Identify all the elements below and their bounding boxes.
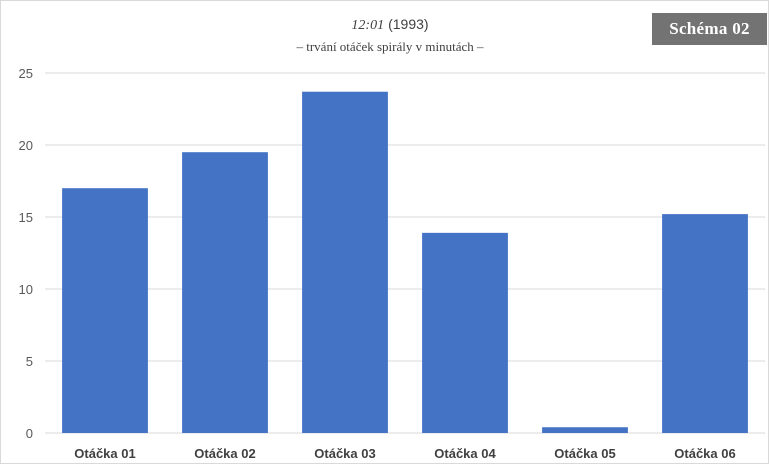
bar [302, 91, 388, 433]
x-category-label: Otáčka 04 [434, 446, 496, 461]
x-category-label: Otáčka 01 [74, 446, 135, 461]
gridlines [45, 72, 765, 434]
x-axis-categories: Otáčka 01 Otáčka 02 Otáčka 03 Otáčka 04 Otáč… [74, 446, 735, 461]
bar [422, 232, 508, 433]
schema-badge: Schéma 02 [652, 13, 767, 45]
y-tick-label: 0 [26, 426, 33, 441]
bars [62, 91, 748, 433]
chart-subtitle: – trvání otáček spirály v minutách – [295, 39, 484, 54]
bar [662, 214, 748, 433]
y-tick-label: 20 [19, 138, 33, 153]
chart-title-year: (1993) [388, 16, 428, 32]
y-tick-label: 5 [26, 354, 33, 369]
y-tick-label: 10 [19, 282, 33, 297]
chart-title: 12:01 (1993) [351, 16, 428, 33]
bar [62, 188, 148, 433]
y-axis-ticks: 0 5 10 15 20 25 [19, 66, 33, 441]
x-category-label: Otáčka 03 [314, 446, 375, 461]
x-category-label: Otáčka 06 [674, 446, 735, 461]
y-tick-label: 25 [19, 66, 33, 81]
x-category-label: Otáčka 05 [554, 446, 615, 461]
x-category-label: Otáčka 02 [194, 446, 255, 461]
bar [182, 152, 268, 433]
y-tick-label: 15 [19, 210, 33, 225]
bar [542, 427, 628, 433]
chart-title-italic: 12:01 [351, 18, 384, 33]
